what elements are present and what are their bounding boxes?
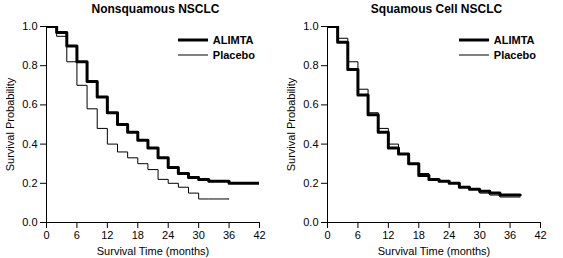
svg-text:0.0: 0.0	[303, 216, 318, 228]
html-text:Squamous Cell NSCLC: Squamous Cell NSCLC	[370, 2, 503, 16]
svg-text:6: 6	[355, 229, 361, 241]
svg-text:24: 24	[443, 229, 455, 241]
svg-text:24: 24	[162, 229, 174, 241]
svg-text:0.2: 0.2	[22, 177, 37, 189]
svg-text:0.6: 0.6	[303, 98, 318, 110]
svg-text:0.8: 0.8	[22, 59, 37, 71]
svg-text:0.2: 0.2	[303, 177, 318, 189]
svg-text:6: 6	[74, 229, 80, 241]
svg-text:1.0: 1.0	[303, 20, 318, 32]
svg-text:12: 12	[382, 229, 394, 241]
svg-text:0.6: 0.6	[22, 98, 37, 110]
svg-text:42: 42	[534, 229, 546, 241]
html-text:Placebo: Placebo	[493, 48, 536, 61]
svg-text:0.4: 0.4	[303, 138, 318, 150]
svg-text:0.0: 0.0	[22, 216, 37, 228]
svg-text:0: 0	[324, 229, 330, 241]
svg-text:Survival Probability: Survival Probability	[4, 77, 16, 171]
svg-text:30: 30	[193, 229, 205, 241]
svg-text:30: 30	[474, 229, 486, 241]
svg-text:Survival Probability: Survival Probability	[285, 77, 297, 171]
svg-text:42: 42	[253, 229, 265, 241]
html-text:ALIMTA: ALIMTA	[493, 33, 535, 46]
html-text:Nonsquamous NSCLC: Nonsquamous NSCLC	[91, 2, 220, 16]
svg-text:0.4: 0.4	[22, 138, 37, 150]
svg-text:1.0: 1.0	[22, 20, 37, 32]
svg-text:36: 36	[504, 229, 516, 241]
svg-text:0.8: 0.8	[303, 59, 318, 71]
svg-text:18: 18	[413, 229, 425, 241]
html-text:ALIMTA: ALIMTA	[212, 33, 254, 46]
svg-text:Survival Time (months): Survival Time (months)	[378, 245, 490, 257]
svg-text:12: 12	[101, 229, 113, 241]
html-text:Placebo: Placebo	[212, 48, 255, 61]
svg-text:0: 0	[43, 229, 49, 241]
svg-text:36: 36	[223, 229, 235, 241]
svg-text:Survival Time (months): Survival Time (months)	[97, 245, 209, 257]
svg-text:18: 18	[132, 229, 144, 241]
